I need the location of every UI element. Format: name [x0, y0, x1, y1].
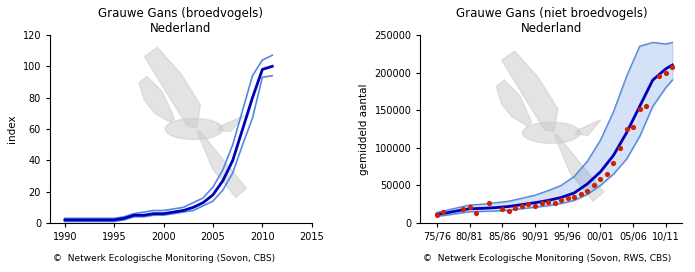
- Y-axis label: gemiddeld aantal: gemiddeld aantal: [359, 83, 369, 175]
- Point: [608, 161, 619, 165]
- Point: [555, 198, 566, 203]
- Point: [523, 202, 534, 206]
- Point: [582, 189, 593, 194]
- Point: [457, 207, 468, 212]
- Point: [503, 209, 514, 213]
- Point: [438, 210, 449, 214]
- Point: [484, 200, 495, 205]
- Point: [660, 70, 671, 75]
- Point: [497, 207, 508, 212]
- Point: [641, 104, 652, 109]
- Point: [654, 74, 665, 79]
- Point: [530, 204, 541, 209]
- Polygon shape: [197, 130, 246, 197]
- Text: ©  Netwerk Ecologische Monitoring (Sovon, RWS, CBS): © Netwerk Ecologische Monitoring (Sovon,…: [423, 254, 671, 262]
- Polygon shape: [496, 80, 532, 126]
- Point: [628, 125, 639, 130]
- Text: ©  Netwerk Ecologische Monitoring (Sovon, CBS): © Netwerk Ecologische Monitoring (Sovon,…: [53, 254, 275, 262]
- Polygon shape: [523, 122, 580, 143]
- Point: [562, 196, 573, 200]
- Polygon shape: [139, 76, 174, 122]
- Point: [575, 192, 587, 197]
- Point: [569, 194, 580, 199]
- Point: [595, 177, 606, 182]
- Point: [536, 200, 547, 205]
- Polygon shape: [218, 116, 244, 132]
- Polygon shape: [575, 120, 601, 135]
- Polygon shape: [554, 134, 604, 201]
- Polygon shape: [165, 119, 223, 140]
- Point: [516, 203, 528, 208]
- Point: [614, 146, 626, 150]
- Point: [431, 213, 442, 217]
- Point: [601, 172, 612, 176]
- Polygon shape: [145, 47, 201, 128]
- Point: [634, 107, 645, 111]
- Title: Grauwe Gans (niet broedvogels)
Nederland: Grauwe Gans (niet broedvogels) Nederland: [455, 7, 647, 35]
- Point: [464, 205, 475, 209]
- Point: [509, 206, 521, 210]
- Point: [667, 65, 678, 69]
- Polygon shape: [502, 51, 558, 131]
- Point: [549, 200, 560, 205]
- Y-axis label: index: index: [7, 115, 17, 143]
- Title: Grauwe Gans (broedvogels)
Nederland: Grauwe Gans (broedvogels) Nederland: [99, 7, 263, 35]
- Point: [588, 183, 599, 188]
- Point: [621, 127, 632, 131]
- Point: [471, 210, 482, 215]
- Point: [543, 200, 554, 204]
